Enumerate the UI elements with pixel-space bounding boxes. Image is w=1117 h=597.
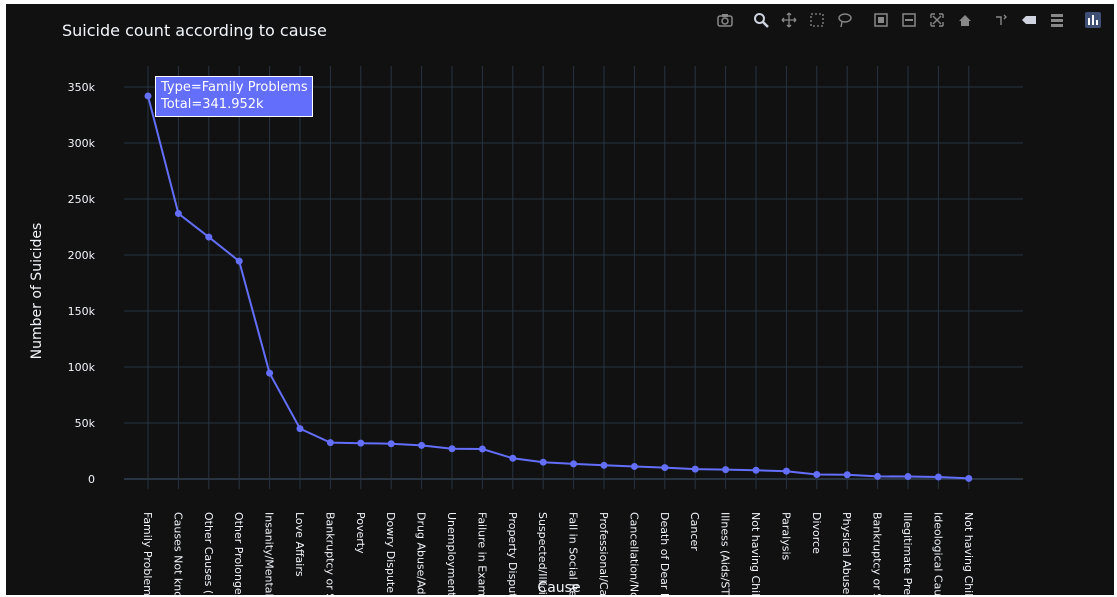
x-tick-label: Poverty xyxy=(354,512,367,554)
y-tick-label: 200k xyxy=(68,249,96,262)
data-point[interactable] xyxy=(448,445,456,453)
chart-frame: Suicide count according to cause 0 50k 100… xyxy=(6,4,1114,595)
tooltip-line-total: Total=341.952k xyxy=(161,97,264,112)
y-tick-label: 150k xyxy=(68,305,96,318)
autoscale-icon[interactable] xyxy=(926,9,948,31)
hover-tooltip: Type=Family Problems Total=341.952k xyxy=(155,76,313,117)
plotly-logo-icon[interactable] xyxy=(1082,9,1104,31)
x-tick-label: Family Problems xyxy=(141,512,154,595)
x-tick-label: Unemployment xyxy=(445,512,458,595)
x-tick-label: Insanity/Mental Illness xyxy=(263,512,276,595)
tooltip-line-type: Type=Family Problems xyxy=(161,80,308,95)
x-tick-label: Not having Children(Barrenness/Impotency xyxy=(749,512,762,595)
data-point[interactable] xyxy=(296,425,304,433)
x-tick-label: Fall in Social Reputation xyxy=(567,512,580,595)
camera-icon[interactable] xyxy=(714,9,736,31)
data-point[interactable] xyxy=(205,233,213,241)
zoom-in-icon[interactable] xyxy=(870,9,892,31)
modebar xyxy=(708,8,1104,32)
data-point[interactable] xyxy=(600,461,608,469)
data-point[interactable] xyxy=(874,472,882,480)
x-tick-label: Illegitimate Pregnancy xyxy=(901,512,914,595)
data-point[interactable] xyxy=(691,465,699,473)
y-tick-label: 0 xyxy=(88,473,95,486)
reset-axes-icon[interactable] xyxy=(954,9,976,31)
spike-lines-icon[interactable] xyxy=(990,9,1012,31)
x-tick-label: Death of Dear Person xyxy=(658,512,671,595)
y-tick-label: 250k xyxy=(68,193,96,206)
hover-compare-icon[interactable] xyxy=(1046,9,1068,31)
data-point[interactable] xyxy=(357,439,365,447)
data-point[interactable] xyxy=(813,471,821,479)
data-point[interactable] xyxy=(752,466,760,474)
y-tick-label: 100k xyxy=(68,361,96,374)
x-tick-label: Bankruptcy or Sudden change in Economic … xyxy=(871,512,884,595)
y-tick-labels: 0 50k 100k 150k 200k 250k 300k 350k xyxy=(68,81,96,486)
data-points xyxy=(144,92,973,482)
x-tick-label: Professional/Career Problem xyxy=(597,512,610,595)
x-axis-title: Cause xyxy=(537,580,580,595)
data-point[interactable] xyxy=(144,92,152,100)
data-point[interactable] xyxy=(174,210,182,218)
x-tick-label: Love Affairs xyxy=(293,512,306,577)
x-tick-label: Suspected/Illicit Relation xyxy=(536,512,549,595)
lasso-select-icon[interactable] xyxy=(834,9,856,31)
x-tick-label: Dowry Dispute xyxy=(384,512,397,593)
grid-lines xyxy=(124,66,1023,489)
data-point[interactable] xyxy=(630,462,638,470)
x-tick-label: Physical Abuse (Rape/Incest Etc.) xyxy=(840,512,853,595)
data-point[interactable] xyxy=(722,466,730,474)
zoom-out-icon[interactable] xyxy=(898,9,920,31)
data-point[interactable] xyxy=(570,460,578,468)
data-point[interactable] xyxy=(539,458,547,466)
data-point[interactable] xyxy=(934,473,942,481)
x-tick-label: Divorce xyxy=(810,512,823,554)
data-point[interactable] xyxy=(843,471,851,479)
x-tick-label: Cancellation/Non-Settlement of Marriage xyxy=(627,512,640,595)
series-line xyxy=(147,95,969,480)
box-select-icon[interactable] xyxy=(806,9,828,31)
x-tick-label: Ideological Causes/Hero Worshipping xyxy=(931,512,944,595)
y-tick-label: 300k xyxy=(68,137,96,150)
data-point[interactable] xyxy=(235,257,243,265)
data-point[interactable] xyxy=(326,439,334,447)
pan-icon[interactable] xyxy=(778,9,800,31)
data-point[interactable] xyxy=(965,474,973,482)
data-point[interactable] xyxy=(509,454,517,462)
zoom-icon[interactable] xyxy=(750,9,772,31)
x-tick-label: Causes Not known xyxy=(171,512,184,595)
x-tick-label: Other Causes (Please Specity) xyxy=(202,512,215,595)
data-point[interactable] xyxy=(418,441,426,449)
x-tick-label: Paralysis xyxy=(779,512,792,560)
x-tick-labels: Family Problems Causes Not known Other Cau… xyxy=(141,512,975,595)
y-tick-label: 350k xyxy=(68,81,96,94)
x-tick-label: Property Dispute xyxy=(506,512,519,595)
x-tick-label: Illness (Aids/STD) xyxy=(719,512,732,595)
data-point[interactable] xyxy=(782,467,790,475)
y-axis-title: Number of Suicides xyxy=(29,223,45,360)
data-point[interactable] xyxy=(266,369,274,377)
x-tick-label: Not having Children (Barrenness/Impotenc… xyxy=(962,512,975,595)
data-point[interactable] xyxy=(478,445,486,453)
x-tick-label: Other Prolonged Illness xyxy=(232,512,245,595)
hover-closest-icon[interactable] xyxy=(1018,9,1040,31)
data-point[interactable] xyxy=(387,440,395,448)
plot-area[interactable]: 0 50k 100k 150k 200k 250k 300k 350k Family Prob… xyxy=(6,4,1114,595)
data-point[interactable] xyxy=(661,464,669,472)
x-tick-label: Drug Abuse/Addiction xyxy=(415,512,428,595)
x-tick-label: Bankruptcy or Sudden change in Economic xyxy=(323,512,336,595)
x-tick-label: Failure in Examination xyxy=(475,512,488,595)
y-tick-label: 50k xyxy=(75,417,96,430)
chart-title: Suicide count according to cause xyxy=(62,21,327,40)
x-tick-label: Cancer xyxy=(688,512,701,551)
data-point[interactable] xyxy=(904,473,912,481)
